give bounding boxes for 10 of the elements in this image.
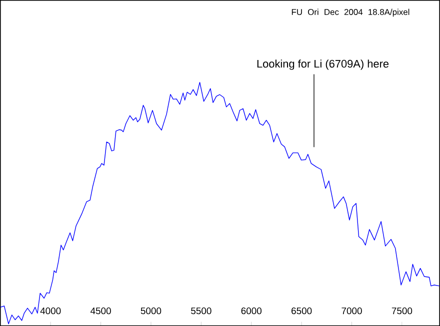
x-tick-label: 5000 [140,307,162,314]
x-tick-label: 6000 [241,307,262,314]
x-tick-label: 4500 [90,307,111,314]
x-tick-label: 4000 [40,307,61,314]
chart-title: FU Ori Dec 2004 18.8A/pixel [292,8,410,17]
x-tick-label: 7000 [342,307,362,314]
x-tick-label: 7500 [392,307,412,314]
x-tick-label: 5500 [191,307,212,314]
x-tick-label: 6500 [292,307,312,314]
text: Looking for Li (6709A) here [257,60,389,70]
